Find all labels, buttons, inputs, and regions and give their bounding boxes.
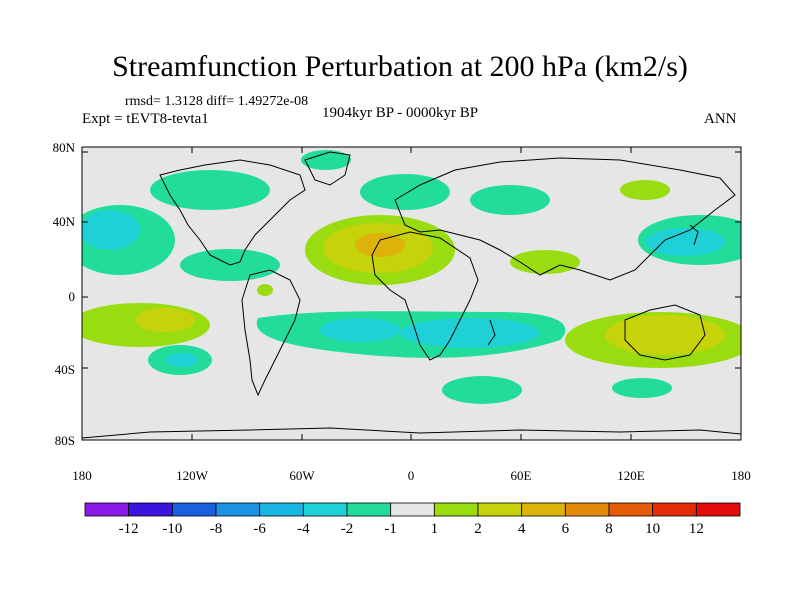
- anomaly-field-spacific-2: [135, 308, 195, 332]
- colorbar-swatch: [652, 502, 697, 517]
- coastline-south-america: [241, 269, 301, 397]
- colorbar-label: 1: [431, 521, 439, 537]
- anomaly-field-canada: [150, 170, 270, 210]
- anomaly-field-amazon: [257, 284, 273, 296]
- colorbar-label: -1: [384, 521, 397, 537]
- colorbar-label: 10: [645, 521, 660, 537]
- coastline-madagascar: [487, 319, 496, 346]
- colorbar-swatch: [84, 502, 130, 517]
- anomaly-field-siberia: [620, 180, 670, 200]
- colorbar-swatch: [171, 502, 217, 517]
- anomaly-field-europe: [360, 174, 450, 210]
- anomaly-field-s-subtropics-3: [320, 318, 400, 342]
- colorbar-label: -12: [119, 521, 139, 537]
- x-tick-label: 120E: [617, 468, 645, 483]
- colorbar-labels: -12 -10 -8 -6 -4 -2 -1 1 2 4 6 8 10 12: [119, 521, 704, 537]
- colorbar-swatch: [259, 502, 304, 517]
- coastline-greenland: [304, 151, 351, 186]
- colorbar-label: -8: [210, 521, 223, 537]
- anomaly-field-s-indian: [442, 376, 522, 404]
- colorbar-label: 8: [605, 521, 613, 537]
- y-tick-label: 40N: [53, 214, 76, 229]
- colorbar-label: -6: [253, 521, 266, 537]
- anomaly-field-greenland: [301, 150, 351, 170]
- experiment-label: Expt = tEVT8-tevta1: [82, 111, 209, 127]
- x-tick-label: 0: [408, 468, 415, 483]
- coastline-eurasia: [394, 157, 736, 281]
- colorbar-swatch: [477, 502, 523, 517]
- x-tick-label: 180: [72, 468, 92, 483]
- anomaly-field-australia-2: [605, 315, 725, 355]
- colorbar-swatch: [302, 502, 348, 517]
- colorbar-swatch: [128, 502, 173, 517]
- colorbar-swatch: [564, 502, 610, 517]
- colorbar-swatch: [390, 502, 435, 517]
- y-tick-label: 40S: [55, 362, 75, 377]
- anomaly-field-s-subtropics-2: [400, 318, 540, 348]
- anomaly-field-s-australia: [612, 378, 672, 398]
- season-label: ANN: [704, 111, 737, 127]
- colorbar-label: -10: [162, 521, 182, 537]
- stats-label: rmsd= 1.3128 diff= 1.49272e-08: [125, 94, 309, 109]
- anomaly-field-central-asia: [470, 185, 550, 215]
- coastlines: [82, 151, 741, 439]
- x-tick-label: 120W: [176, 468, 209, 483]
- coastline-antarctica: [82, 427, 741, 439]
- axis-labels: 80N 40N 0 40S 80S 180 120W 60W 0 60E 120…: [53, 140, 751, 483]
- colorbar-swatch: [521, 502, 566, 517]
- coastline-japan: [689, 224, 699, 246]
- coastline-africa: [371, 231, 479, 361]
- y-tick-label: 80N: [53, 140, 76, 155]
- anomaly-field-india: [510, 250, 580, 274]
- x-tick-label: 60E: [511, 468, 532, 483]
- colorbar-swatch: [608, 502, 654, 517]
- anomaly-field-atlantic-6: [355, 233, 405, 257]
- y-tick-label: 0: [69, 289, 76, 304]
- y-tick-label: 80S: [55, 433, 75, 448]
- anomaly-field-jpacific-2: [645, 228, 725, 256]
- colorbar-label: 4: [518, 521, 526, 537]
- coastline-australia: [624, 304, 706, 361]
- colorbar-label: 2: [474, 521, 482, 537]
- x-tick-label: 180: [731, 468, 751, 483]
- axis-ticks: [81, 147, 742, 441]
- colorbar: [84, 502, 741, 517]
- colorbar-swatch: [433, 502, 479, 517]
- anomaly-field-spacific-neg-2: [166, 353, 198, 367]
- anomaly-field: [82, 150, 741, 404]
- colorbar-swatch: [695, 502, 741, 517]
- colorbar-label: -4: [297, 521, 310, 537]
- page-title: Streamfunction Perturbation at 200 hPa (…: [112, 50, 688, 83]
- x-tick-label: 60W: [289, 468, 315, 483]
- colorbar-label: 6: [562, 521, 570, 537]
- colorbar-swatch: [346, 502, 392, 517]
- anomaly-field-npacific-2: [82, 210, 140, 250]
- period-label: 1904kyr BP - 0000kyr BP: [322, 105, 479, 121]
- colorbar-label: 12: [689, 521, 704, 537]
- colorbar-label: -2: [341, 521, 354, 537]
- coastline-north-america: [159, 159, 306, 266]
- colorbar-swatch: [215, 502, 261, 517]
